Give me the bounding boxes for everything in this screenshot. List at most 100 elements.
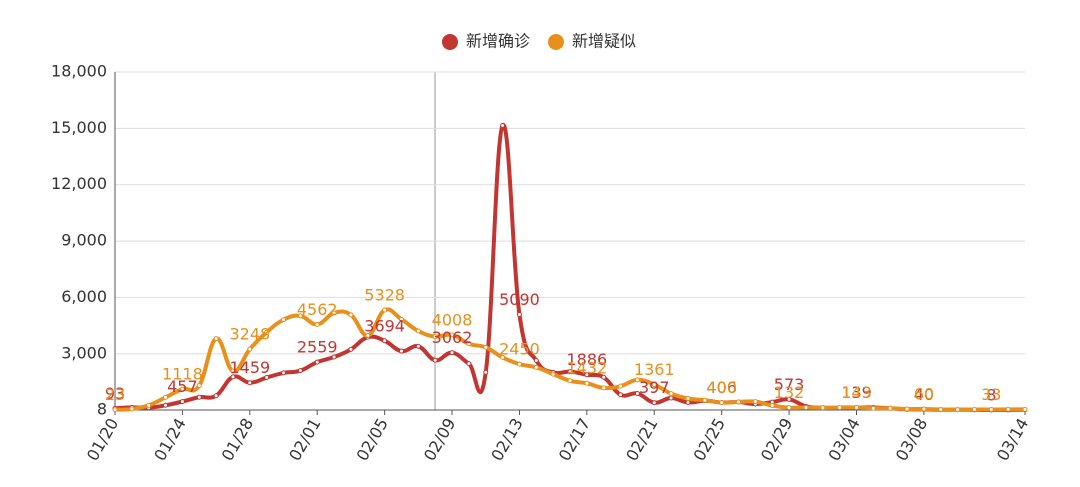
point bbox=[601, 374, 607, 380]
point bbox=[264, 375, 270, 381]
x-tick-label: 02/05 bbox=[352, 415, 392, 464]
data-label: 1459 bbox=[229, 358, 270, 377]
y-tick-label: 12,000 bbox=[51, 174, 107, 193]
point bbox=[736, 399, 742, 405]
data-label: 4562 bbox=[297, 300, 338, 319]
y-tick-label: 15,000 bbox=[51, 118, 107, 137]
data-label: 143 bbox=[841, 383, 872, 402]
point bbox=[415, 343, 421, 349]
point bbox=[297, 368, 303, 374]
point bbox=[938, 406, 944, 412]
data-label: 3694 bbox=[364, 316, 405, 335]
data-label: 1886 bbox=[566, 350, 607, 369]
point bbox=[820, 405, 826, 411]
legend-marker bbox=[441, 34, 458, 50]
point bbox=[921, 406, 927, 412]
data-label: 1361 bbox=[634, 360, 675, 379]
data-label: 132 bbox=[774, 383, 805, 402]
y-tick-label: 3,000 bbox=[61, 343, 107, 362]
point bbox=[1005, 406, 1011, 412]
point bbox=[668, 395, 674, 401]
point bbox=[415, 328, 421, 334]
point bbox=[365, 333, 371, 339]
data-label: 4008 bbox=[432, 310, 473, 329]
point bbox=[634, 377, 640, 383]
point bbox=[601, 385, 607, 391]
point bbox=[196, 383, 202, 389]
point bbox=[264, 329, 270, 335]
point bbox=[500, 123, 506, 129]
point bbox=[247, 346, 253, 352]
legend-marker bbox=[548, 34, 564, 50]
point bbox=[550, 371, 556, 377]
x-tick-label: 03/08 bbox=[892, 415, 932, 464]
point bbox=[651, 400, 657, 406]
data-label: 139 bbox=[841, 383, 872, 402]
point bbox=[786, 396, 792, 402]
point bbox=[483, 344, 489, 350]
x-tick-label: 02/21 bbox=[622, 415, 662, 464]
data-label: 573 bbox=[774, 375, 805, 394]
x-tick-label: 02/25 bbox=[690, 415, 730, 464]
point bbox=[769, 402, 775, 408]
data-label: 3248 bbox=[229, 325, 270, 344]
data-label: 33 bbox=[981, 385, 1001, 404]
data-label: 2559 bbox=[297, 338, 338, 357]
point bbox=[466, 361, 472, 367]
data-label: 5328 bbox=[364, 286, 405, 305]
point bbox=[516, 312, 522, 318]
point bbox=[449, 332, 455, 338]
point bbox=[281, 317, 287, 323]
data-label: 2450 bbox=[499, 340, 540, 359]
point bbox=[146, 402, 152, 408]
point bbox=[1022, 406, 1028, 412]
data-label: 40 bbox=[914, 385, 934, 404]
point bbox=[398, 348, 404, 354]
point bbox=[955, 407, 961, 413]
point bbox=[567, 378, 573, 384]
point bbox=[516, 361, 522, 367]
point bbox=[398, 316, 404, 322]
point bbox=[179, 386, 185, 392]
point bbox=[752, 399, 758, 405]
point bbox=[213, 336, 219, 342]
point bbox=[567, 369, 573, 375]
point bbox=[163, 394, 169, 400]
point bbox=[432, 334, 438, 340]
data-label: 1118 bbox=[162, 365, 203, 384]
point bbox=[685, 396, 691, 402]
point bbox=[685, 399, 691, 405]
point bbox=[971, 407, 977, 413]
point bbox=[668, 391, 674, 397]
point bbox=[382, 307, 388, 313]
point bbox=[870, 405, 876, 411]
point bbox=[348, 312, 354, 318]
x-tick-label: 01/24 bbox=[150, 415, 190, 464]
legend-label: 新增确诊 bbox=[466, 32, 530, 51]
point bbox=[314, 321, 320, 327]
point bbox=[129, 406, 135, 412]
point bbox=[904, 406, 910, 412]
point bbox=[466, 341, 472, 347]
point bbox=[988, 407, 994, 413]
x-tick-label: 02/09 bbox=[420, 415, 460, 464]
point bbox=[449, 350, 455, 356]
point bbox=[584, 380, 590, 386]
x-tick-label: 01/20 bbox=[83, 415, 123, 464]
data-label: 397 bbox=[639, 378, 670, 397]
point bbox=[196, 394, 202, 400]
point bbox=[314, 359, 320, 365]
point bbox=[584, 372, 590, 378]
data-label: 93 bbox=[105, 384, 125, 403]
point bbox=[500, 354, 506, 360]
point bbox=[786, 405, 792, 411]
point bbox=[348, 346, 354, 352]
point bbox=[618, 383, 624, 389]
point bbox=[618, 392, 624, 398]
point bbox=[382, 338, 388, 344]
point bbox=[112, 407, 118, 413]
point bbox=[331, 310, 337, 316]
data-label: 3062 bbox=[432, 328, 473, 347]
point bbox=[179, 399, 185, 405]
